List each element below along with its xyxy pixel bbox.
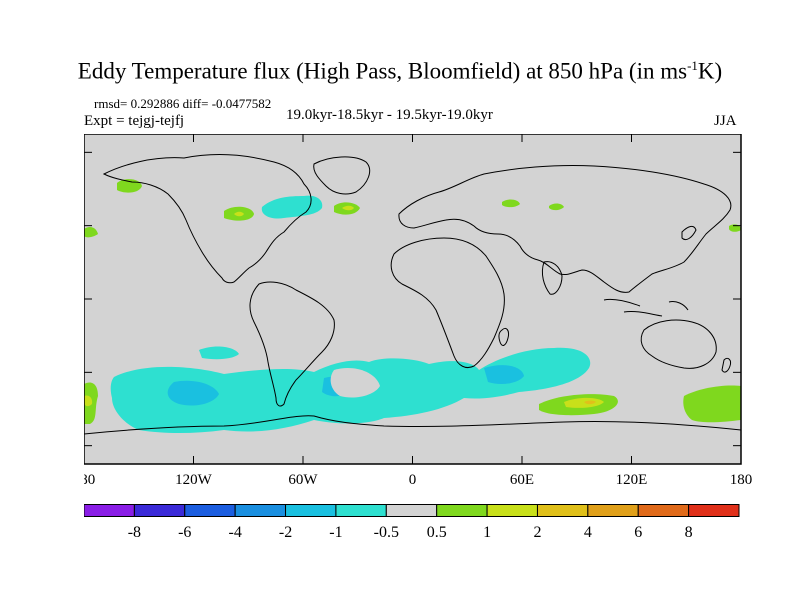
colorbar-box bbox=[84, 504, 135, 517]
stats-label: rmsd= 0.292886 diff= -0.0477582 bbox=[94, 96, 272, 111]
colorbar-box bbox=[637, 504, 690, 517]
colorbar-box bbox=[486, 504, 538, 517]
experiment-label: Expt = tejgj-tejfj bbox=[84, 113, 185, 129]
coastlines bbox=[84, 154, 742, 435]
colorbar-label: -6 bbox=[178, 524, 191, 541]
colorbar-box bbox=[436, 504, 488, 517]
anomaly-region-negative bbox=[261, 195, 323, 219]
coastline-eurasia bbox=[398, 164, 732, 293]
coastline-africa bbox=[390, 237, 505, 369]
coastline-indonesia bbox=[603, 299, 689, 317]
world-map: 80N40N040S80S180120W60W060E120E180 bbox=[84, 134, 753, 488]
colorbar-box bbox=[234, 504, 287, 517]
colorbar-label: -0.5 bbox=[374, 524, 399, 541]
colorbar-label: -2 bbox=[279, 524, 292, 541]
coastline-japan bbox=[681, 225, 697, 241]
colorbar-box bbox=[184, 504, 236, 517]
coastline-australia bbox=[640, 319, 717, 369]
anomaly-region-positive bbox=[683, 385, 741, 423]
colorbar-label: 1 bbox=[483, 524, 491, 541]
anomaly-region-negative bbox=[199, 346, 239, 360]
colorbar-label: 2 bbox=[533, 524, 541, 541]
colorbar-box bbox=[285, 504, 337, 517]
coastline-antarctica bbox=[84, 415, 742, 435]
coastline-north-america bbox=[102, 154, 312, 284]
colorbar-label: 6 bbox=[634, 524, 642, 541]
coastline-new-zealand bbox=[721, 357, 731, 373]
colorbar-label: 0.5 bbox=[427, 524, 447, 541]
colorbar-label: 8 bbox=[685, 524, 693, 541]
anomaly-region-positive bbox=[84, 226, 98, 238]
anomaly-region-positive bbox=[729, 224, 741, 232]
colorbar-label: -8 bbox=[128, 524, 141, 541]
colorbar-labels: -8 -6 -4 -2 -1 -0.5 0.5 1 2 4 6 8 bbox=[128, 524, 693, 541]
colorbar-box bbox=[133, 504, 186, 517]
season-label: JJA bbox=[714, 113, 737, 129]
anomaly-region-positive bbox=[342, 205, 354, 211]
lon-tick-label: 180 bbox=[730, 472, 753, 488]
colorbar-box bbox=[385, 504, 438, 517]
anomaly-region-positive bbox=[234, 211, 244, 217]
anomaly-region-positive bbox=[502, 199, 520, 208]
anomaly-region-negative bbox=[167, 380, 219, 406]
lon-tick-label: 120E bbox=[616, 472, 648, 488]
map-tick-labels: 80N40N040S80S180120W60W060E120E180 bbox=[84, 472, 753, 488]
colorbar-label: -4 bbox=[228, 524, 241, 541]
lon-tick-label: 60E bbox=[510, 472, 534, 488]
colorbar-box bbox=[335, 504, 387, 517]
lon-tick-label: 180 bbox=[84, 472, 95, 488]
anomaly-region-positive bbox=[584, 400, 596, 405]
anomaly-contours bbox=[84, 179, 741, 433]
coastline-madagascar bbox=[498, 327, 509, 346]
colorbar-boxes bbox=[84, 504, 740, 517]
colorbar-label: -1 bbox=[329, 524, 342, 541]
anomaly-region-positive bbox=[564, 397, 604, 408]
coastline-south-america bbox=[249, 281, 335, 407]
anomaly-region-positive bbox=[84, 395, 93, 407]
colorbar: -8 -6 -4 -2 -1 -0.5 0.5 1 2 4 6 8 bbox=[84, 504, 740, 541]
colorbar-box bbox=[536, 504, 589, 517]
lon-tick-label: 120W bbox=[175, 472, 213, 488]
lon-tick-label: 0 bbox=[409, 472, 417, 488]
anomaly-gap bbox=[330, 367, 380, 398]
colorbar-box bbox=[587, 504, 639, 517]
lon-tick-label: 60W bbox=[288, 472, 318, 488]
map-ticks bbox=[84, 134, 742, 464]
period-label: 19.0kyr-18.5kyr - 19.5kyr-19.0kyr bbox=[286, 107, 493, 123]
coastline-india bbox=[541, 261, 563, 295]
anomaly-region-negative bbox=[484, 365, 524, 384]
map-title: Eddy Temperature flux (High Pass, Bloomf… bbox=[77, 58, 723, 84]
anomaly-region-positive bbox=[549, 203, 564, 211]
colorbar-label: 4 bbox=[584, 524, 592, 541]
coastline-greenland bbox=[313, 156, 371, 195]
colorbar-box bbox=[688, 504, 740, 517]
